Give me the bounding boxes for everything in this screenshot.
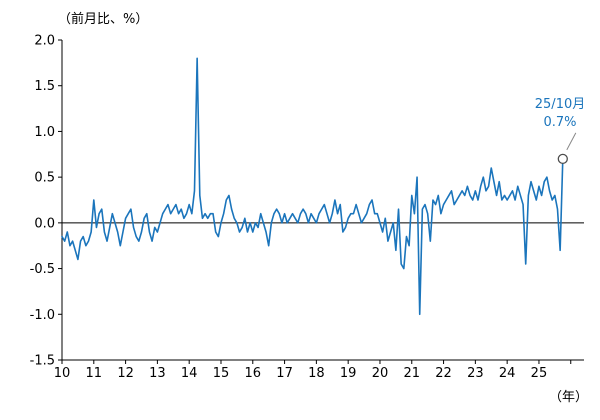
x-tick-label: 10 [54, 366, 71, 381]
x-tick-label: 12 [117, 366, 134, 381]
x-tick-label: 24 [499, 366, 516, 381]
x-tick-label: 25 [531, 366, 548, 381]
y-tick-label: 1.0 [34, 125, 55, 140]
y-tick-label: -0.5 [30, 262, 55, 277]
y-tick-label: -1.5 [30, 354, 55, 369]
x-tick-label: 15 [213, 366, 230, 381]
y-axis-unit-label: （前月比、%） [58, 12, 149, 27]
last-point-marker [557, 153, 568, 165]
y-tick-label: 1.5 [34, 79, 55, 94]
x-tick-label: 20 [372, 366, 389, 381]
last-point-annotation: 25/10月 0.7% [522, 96, 598, 132]
x-tick-label: 16 [245, 366, 262, 381]
x-tick-label: 17 [276, 366, 293, 381]
y-tick-label: -1.0 [30, 308, 55, 323]
y-tick-label: 0.5 [34, 171, 55, 186]
x-tick-label: 19 [340, 366, 357, 381]
x-tick-label: 13 [149, 366, 166, 381]
x-tick-label: 22 [435, 366, 452, 381]
y-tick-label: 0.0 [34, 216, 55, 231]
annotation-leader-line [566, 132, 577, 151]
x-tick-label: 14 [181, 366, 198, 381]
annotation-value-label: 0.7% [543, 115, 577, 131]
x-axis-unit-label: （年） [548, 390, 588, 405]
x-tick-label: 11 [86, 366, 103, 381]
annotation-date-label: 25/10月 [534, 97, 586, 112]
x-tick-label: 23 [467, 366, 484, 381]
y-tick-label: 2.0 [34, 34, 55, 49]
x-tick-label: 18 [308, 366, 325, 381]
data-series-line [61, 57, 564, 316]
x-tick-label: 21 [403, 366, 420, 381]
